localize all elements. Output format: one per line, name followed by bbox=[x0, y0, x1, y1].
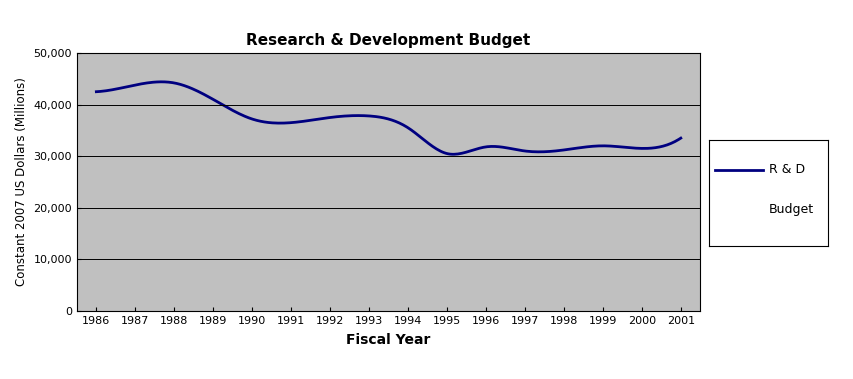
Text: Budget: Budget bbox=[768, 203, 813, 216]
X-axis label: Fiscal Year: Fiscal Year bbox=[346, 333, 430, 346]
Y-axis label: Constant 2007 US Dollars (Millions): Constant 2007 US Dollars (Millions) bbox=[15, 77, 28, 287]
Text: R & D: R & D bbox=[768, 163, 804, 177]
Title: Research & Development Budget: Research & Development Budget bbox=[247, 33, 530, 48]
